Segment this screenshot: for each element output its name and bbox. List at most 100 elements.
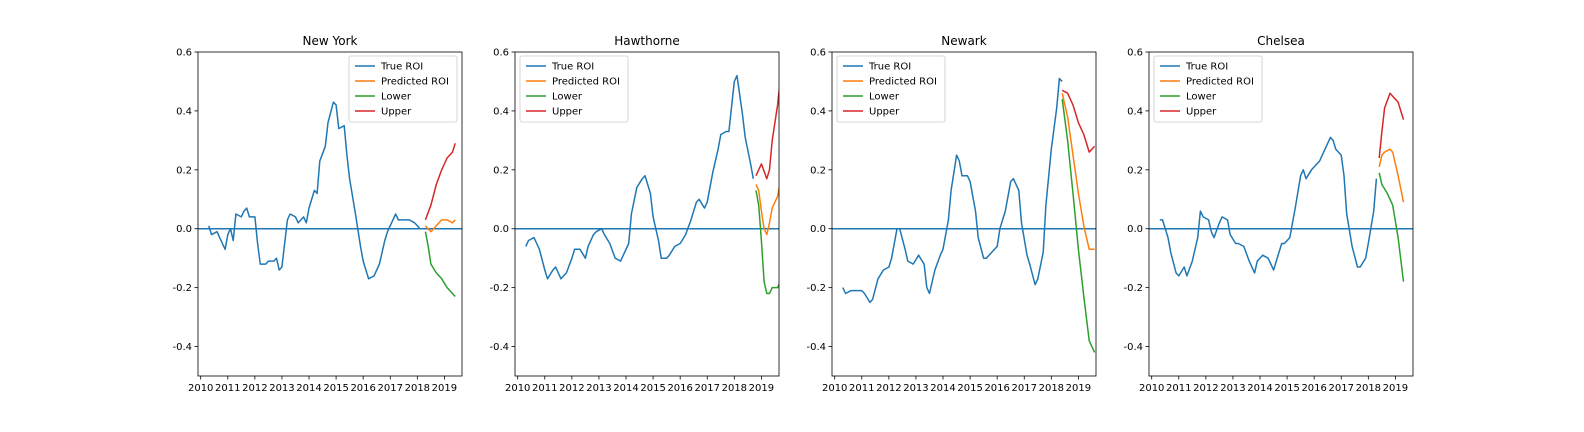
legend: True ROI Predicted ROI Lower Upper xyxy=(836,55,946,123)
legend-label: Lower xyxy=(552,92,583,103)
subplot-title: Hawthorne xyxy=(614,34,680,48)
y-tick-label: -0.4 xyxy=(172,342,192,353)
legend-label: Predicted ROI xyxy=(869,77,937,88)
legend-label: Upper xyxy=(381,107,412,118)
legend-label: Lower xyxy=(1186,92,1217,103)
legend-box xyxy=(348,55,458,123)
series-line-true-roi xyxy=(525,74,755,280)
y-tick-label: -0.4 xyxy=(1123,342,1143,353)
x-tick-label: 2018 xyxy=(722,383,747,394)
legend-label: Predicted ROI xyxy=(1186,77,1254,88)
y-tick-label: 0.0 xyxy=(1127,224,1143,235)
legend-label: Predicted ROI xyxy=(381,77,449,88)
x-tick-label: 2013 xyxy=(269,383,294,394)
y-tick-label: 0.4 xyxy=(176,106,192,117)
x-tick-label: 2015 xyxy=(640,383,665,394)
y-tick-label: 0.2 xyxy=(1127,165,1143,176)
subplot-title: Chelsea xyxy=(1257,34,1305,48)
y-tick-label: 0.0 xyxy=(176,224,192,235)
x-tick-label: 2018 xyxy=(1356,383,1381,394)
axes-frame xyxy=(831,51,1097,377)
y-tick-label: -0.2 xyxy=(806,283,826,294)
legend: True ROI Predicted ROI Lower Upper xyxy=(519,55,629,123)
series-line-predicted-roi xyxy=(424,219,456,233)
series-line-true-roi xyxy=(208,101,423,280)
x-tick-label: 2015 xyxy=(323,383,348,394)
x-tick-label: 2013 xyxy=(903,383,928,394)
x-tick-label: 2010 xyxy=(188,383,213,394)
subplot-title: Newark xyxy=(941,34,986,48)
x-tick-label: 2014 xyxy=(930,383,955,394)
y-tick-label: 0.6 xyxy=(810,48,826,59)
x-tick-label: 2015 xyxy=(957,383,982,394)
x-tick-label: 2010 xyxy=(505,383,530,394)
legend-label: True ROI xyxy=(551,62,594,73)
y-tick-label: -0.2 xyxy=(489,283,509,294)
series-line-lower xyxy=(424,231,456,298)
legend-label: Lower xyxy=(869,92,900,103)
series-line-upper xyxy=(755,84,779,180)
axes-frame xyxy=(514,51,780,377)
x-tick-label: 2018 xyxy=(1039,383,1064,394)
series-line-true-roi xyxy=(842,77,1063,304)
subplot-0: New York 2010 2011 2012 2013 2014 2015 2016 2017… xyxy=(172,34,463,394)
y-tick-label: 0.2 xyxy=(810,165,826,176)
y-tick-label: 0.0 xyxy=(810,224,826,235)
x-tick-label: 2017 xyxy=(1329,383,1354,394)
x-tick-label: 2010 xyxy=(1139,383,1164,394)
x-tick-label: 2017 xyxy=(695,383,720,394)
legend-label: True ROI xyxy=(380,62,423,73)
series-line-upper xyxy=(1061,89,1096,153)
legend-label: Predicted ROI xyxy=(552,77,620,88)
series-line-lower xyxy=(1378,172,1405,282)
x-tick-label: 2011 xyxy=(849,383,874,394)
legend-label: Upper xyxy=(869,107,900,118)
legend-box xyxy=(1153,55,1263,123)
legend-label: Upper xyxy=(1186,107,1217,118)
x-tick-label: 2015 xyxy=(1274,383,1299,394)
x-tick-label: 2019 xyxy=(432,383,457,394)
legend-label: Upper xyxy=(552,107,583,118)
axes-frame xyxy=(1148,51,1414,377)
legend-box xyxy=(519,55,629,123)
subplot-title: New York xyxy=(303,34,358,48)
x-tick-label: 2014 xyxy=(296,383,321,394)
x-tick-label: 2013 xyxy=(586,383,611,394)
legend-box xyxy=(836,55,946,123)
series-line-true-roi xyxy=(1159,136,1378,277)
x-tick-label: 2019 xyxy=(1066,383,1091,394)
x-tick-label: 2016 xyxy=(1301,383,1326,394)
y-tick-label: 0.6 xyxy=(176,48,192,59)
series-line-predicted-roi xyxy=(1378,148,1405,203)
x-tick-label: 2019 xyxy=(1383,383,1408,394)
y-tick-label: -0.4 xyxy=(489,342,509,353)
y-tick-label: 0.2 xyxy=(493,165,509,176)
x-tick-label: 2016 xyxy=(984,383,1009,394)
x-tick-label: 2011 xyxy=(532,383,557,394)
y-tick-label: -0.2 xyxy=(1123,283,1143,294)
x-tick-label: 2017 xyxy=(378,383,403,394)
y-tick-label: 0.0 xyxy=(493,224,509,235)
y-tick-label: 0.6 xyxy=(1127,48,1143,59)
y-tick-label: 0.2 xyxy=(176,165,192,176)
x-tick-label: 2013 xyxy=(1220,383,1245,394)
series-line-upper xyxy=(1378,92,1405,159)
legend: True ROI Predicted ROI Lower Upper xyxy=(1153,55,1263,123)
x-tick-label: 2014 xyxy=(1247,383,1272,394)
x-tick-label: 2011 xyxy=(1166,383,1191,394)
series-line-lower xyxy=(755,190,779,295)
series-line-upper xyxy=(424,143,456,221)
y-tick-label: 0.6 xyxy=(493,48,509,59)
y-tick-label: 0.4 xyxy=(810,106,826,117)
axes-frame xyxy=(197,51,463,377)
y-tick-label: 0.4 xyxy=(1127,106,1143,117)
series-line-predicted-roi xyxy=(755,184,779,236)
x-tick-label: 2011 xyxy=(215,383,240,394)
x-tick-label: 2010 xyxy=(822,383,847,394)
x-tick-label: 2012 xyxy=(1193,383,1218,394)
y-tick-label: -0.2 xyxy=(172,283,192,294)
